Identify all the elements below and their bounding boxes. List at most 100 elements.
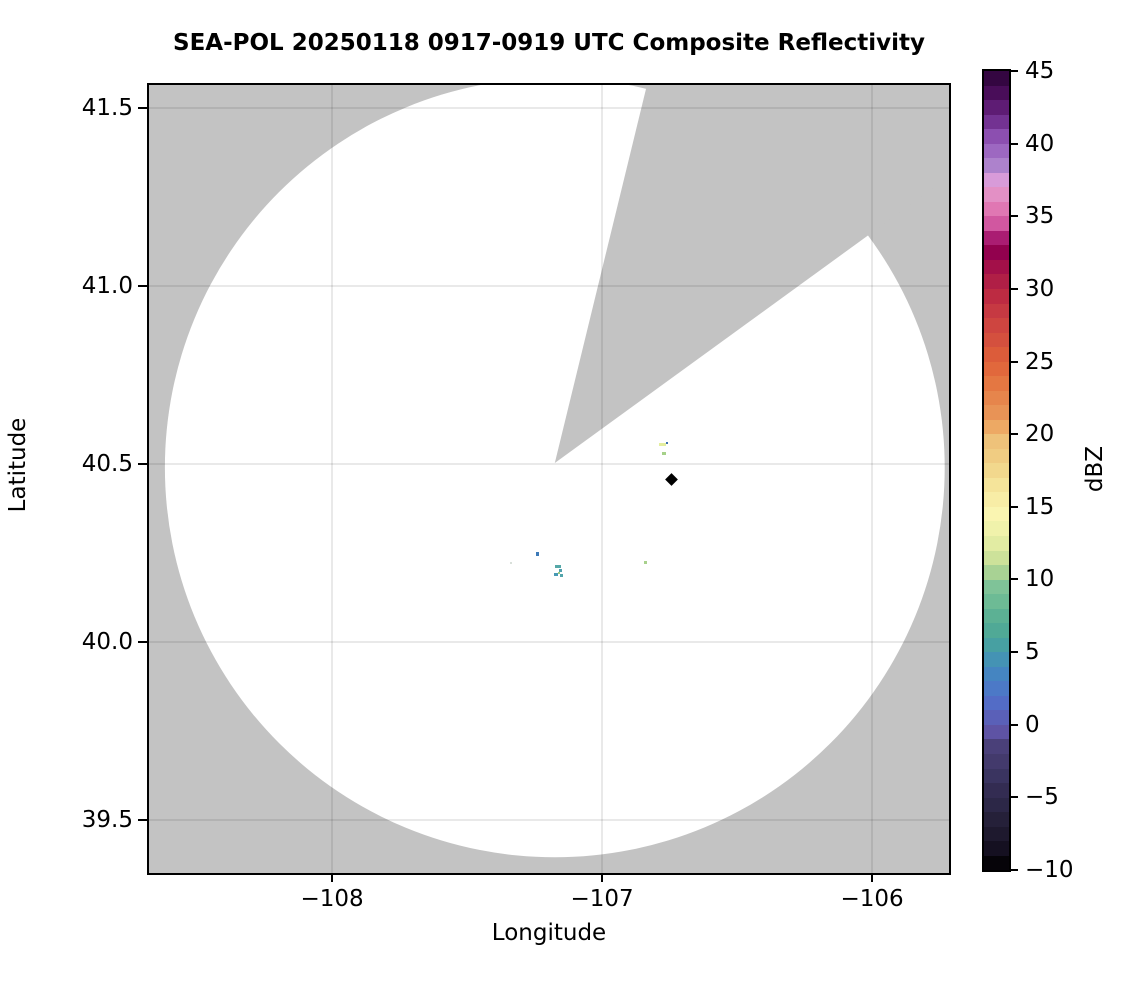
radar-echo [554, 573, 558, 576]
colorbar-band [984, 259, 1009, 275]
colorbar-band [984, 739, 1009, 754]
colorbar-band [984, 85, 1009, 101]
gridline-horizontal [149, 818, 949, 821]
colorbar-band [984, 361, 1009, 377]
colorbar-band [984, 172, 1009, 188]
colorbar-band [984, 332, 1009, 348]
colorbar-band [984, 419, 1009, 435]
y-axis-tick [138, 463, 147, 466]
colorbar-band [984, 666, 1009, 682]
radar-echo [662, 452, 666, 455]
colorbar-tick-label: 20 [1025, 421, 1055, 448]
radar-echo [536, 552, 539, 556]
colorbar-tick [1009, 505, 1018, 508]
gridline-horizontal [149, 107, 949, 110]
y-tick-label: 39.5 [81, 806, 133, 833]
x-tick-label: −106 [840, 886, 904, 912]
x-tick-label: −108 [300, 886, 364, 912]
colorbar-band [984, 608, 1009, 624]
colorbar-tick-label: 5 [1025, 639, 1040, 666]
colorbar-band [984, 492, 1009, 507]
radar-echo [560, 574, 563, 577]
y-tick-label: 40.0 [81, 629, 133, 655]
y-axis-tick [138, 285, 147, 288]
colorbar-tick-label: −5 [1025, 784, 1059, 811]
gridline-vertical [601, 85, 604, 873]
colorbar-band [984, 753, 1009, 769]
colorbar-band [984, 623, 1009, 638]
colorbar-band [984, 521, 1009, 536]
colorbar-band [984, 274, 1009, 289]
x-axis-tick [871, 873, 874, 882]
colorbar-band [984, 506, 1009, 522]
colorbar-band [984, 448, 1009, 464]
colorbar-band [984, 768, 1009, 784]
colorbar-tick [1009, 578, 1018, 581]
colorbar-tick [1009, 796, 1018, 799]
blocked-sector-wedge [554, 85, 949, 463]
colorbar-tick-label: 35 [1025, 203, 1055, 230]
colorbar-band [984, 477, 1009, 493]
colorbar-band [984, 710, 1009, 725]
colorbar-band [984, 536, 1009, 551]
x-tick-label: −107 [570, 886, 634, 912]
gridline-vertical [331, 85, 334, 873]
colorbar-band [984, 579, 1009, 595]
y-tick-label: 41.0 [81, 273, 133, 300]
y-axis-label: Latitude [5, 417, 31, 513]
colorbar-band [984, 114, 1009, 130]
y-tick-label: 41.5 [81, 95, 133, 122]
colorbar-band [984, 230, 1009, 246]
colorbar-band [984, 797, 1009, 813]
colorbar-band [984, 129, 1009, 144]
colorbar-tick-label: 10 [1025, 566, 1055, 593]
colorbar-band [984, 405, 1009, 420]
colorbar-band [984, 390, 1009, 406]
colorbar-band [984, 71, 1009, 86]
colorbar-tick-label: 45 [1025, 58, 1055, 84]
colorbar-tick [1009, 215, 1018, 218]
colorbar-tick [1009, 287, 1018, 290]
colorbar-band [984, 303, 1009, 319]
colorbar-band [984, 100, 1009, 115]
radar-coverage-svg [165, 85, 949, 858]
colorbar-tick [1009, 723, 1018, 726]
gridline-horizontal [149, 285, 949, 288]
colorbar-band [984, 550, 1009, 566]
x-axis-label: Longitude [491, 920, 607, 946]
colorbar-band [984, 187, 1009, 202]
colorbar-band [984, 288, 1009, 304]
radar-echo [559, 569, 562, 572]
radar-echo [644, 561, 647, 564]
colorbar-tick [1009, 360, 1018, 363]
radar-echo [666, 442, 668, 444]
y-axis-tick [138, 107, 147, 110]
colorbar [982, 69, 1011, 872]
colorbar-tick-label: 0 [1025, 711, 1040, 738]
colorbar-tick [1009, 70, 1018, 72]
radar-echo [659, 443, 666, 446]
x-axis-tick [331, 873, 334, 882]
colorbar-tick [1009, 433, 1018, 436]
colorbar-label: dBZ [1082, 445, 1108, 492]
plot-title: SEA-POL 20250118 0917-0919 UTC Composite… [173, 30, 925, 56]
colorbar-band [984, 652, 1009, 667]
colorbar-tick-label: 25 [1025, 348, 1055, 375]
y-axis-tick [138, 818, 147, 821]
colorbar-band [984, 318, 1009, 333]
plot-area [147, 83, 951, 875]
colorbar-band [984, 158, 1009, 173]
colorbar-band [984, 855, 1009, 871]
y-tick-label: 40.5 [81, 451, 133, 478]
colorbar-tick [1009, 651, 1018, 654]
colorbar-band [984, 376, 1009, 391]
colorbar-band [984, 347, 1009, 362]
colorbar-band [984, 841, 1009, 856]
gridline-vertical [871, 85, 874, 873]
colorbar-band [984, 783, 1009, 798]
colorbar-band [984, 594, 1009, 609]
x-axis-tick [601, 873, 604, 882]
colorbar-tick [1009, 869, 1018, 871]
colorbar-tick [1009, 142, 1018, 145]
